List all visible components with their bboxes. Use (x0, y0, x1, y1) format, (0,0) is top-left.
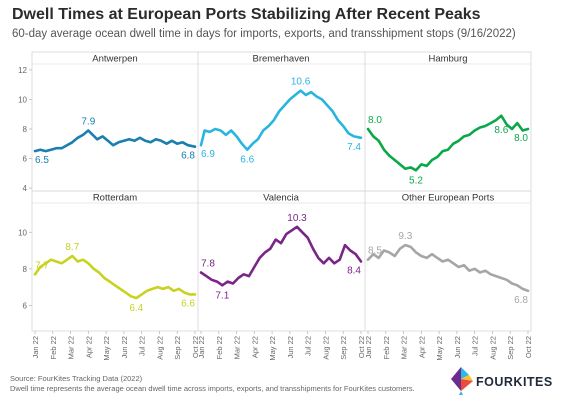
series-line-valencia (199, 225, 363, 287)
x-tick-label: Jan 22 (197, 336, 206, 359)
data-label: 6.5 (35, 155, 49, 166)
x-tick-label: Apr 22 (417, 336, 426, 358)
page-title: Dwell Times at European Ports Stabilizin… (12, 6, 481, 23)
data-label: 8.4 (347, 266, 361, 277)
footnote: Dwell time represents the average ocean … (10, 384, 415, 393)
panel-title: Valencia (263, 193, 299, 204)
data-label: 8.6 (494, 125, 508, 136)
panel-title: Other European Ports (402, 193, 495, 204)
source-note: Source: FourKites Tracking Data (2022) (10, 374, 143, 383)
data-label: 7.9 (81, 116, 95, 127)
x-tick-label: Jul 22 (138, 336, 147, 356)
x-tick-label: Jan 22 (31, 336, 40, 359)
panel-row-frame (31, 190, 532, 332)
series-line-bremerhaven (199, 89, 363, 151)
data-label: 7.4 (347, 142, 361, 153)
data-label: 8.5 (368, 246, 382, 257)
x-tick-label: May 22 (435, 336, 444, 361)
x-tick-label: Jul 22 (471, 336, 480, 356)
x-tick-label: Jun 22 (120, 336, 129, 359)
x-tick-label: Feb 22 (382, 336, 391, 359)
data-label: 8.7 (65, 242, 79, 253)
panel-title: Bremerhaven (252, 54, 309, 65)
y-tick-label: 10 (18, 228, 27, 237)
x-tick-label: Sep 22 (506, 336, 515, 360)
panel-title: Antwerpen (92, 54, 137, 65)
data-label: 5.2 (409, 175, 423, 186)
y-tick-label: 12 (18, 66, 27, 75)
series-line-antwerpen (33, 129, 197, 153)
data-label: 6.6 (181, 298, 195, 309)
x-tick-label: May 22 (102, 336, 111, 361)
data-label: 7.1 (215, 290, 229, 301)
x-tick-label: Feb 22 (215, 336, 224, 359)
x-tick-label: Apr 22 (84, 336, 93, 358)
y-tick-label: 6 (23, 301, 28, 310)
data-label: 10.6 (291, 77, 311, 88)
x-tick-label: Aug 22 (321, 336, 330, 360)
panel-title: Rotterdam (93, 193, 137, 204)
data-label: 9.3 (398, 231, 412, 242)
y-tick-label: 8 (23, 125, 28, 134)
y-tick-label: 4 (23, 184, 28, 193)
fourkites-kite-logo-icon (451, 367, 473, 395)
panel-title: Hamburg (428, 54, 467, 65)
x-tick-label: Jan 22 (364, 336, 373, 359)
data-label: 8.0 (368, 115, 382, 126)
y-tick-label: 10 (18, 95, 27, 104)
panel-row-frame (31, 51, 532, 192)
x-tick-label: Mar 22 (233, 336, 242, 359)
data-label: 6.9 (201, 149, 215, 160)
data-label: 6.8 (514, 295, 528, 306)
series-line-other-european-ports (366, 243, 530, 293)
logo-text: FOURKITES (476, 375, 553, 389)
x-tick-label: Apr 22 (250, 336, 259, 358)
x-tick-label: Sep 22 (339, 336, 348, 360)
x-tick-label: Oct 22 (191, 336, 200, 358)
series-line-hamburg (366, 114, 530, 172)
x-tick-label: Feb 22 (49, 336, 58, 359)
x-tick-label: Mar 22 (67, 336, 76, 359)
x-tick-label: Oct 22 (524, 336, 533, 358)
page-subtitle: 60-day average ocean dwell time in days … (12, 28, 516, 40)
x-tick-label: Aug 22 (488, 336, 497, 360)
y-tick-label: 8 (23, 265, 28, 274)
x-tick-label: Jun 22 (286, 336, 295, 359)
x-tick-label: Aug 22 (155, 336, 164, 360)
x-tick-label: Sep 22 (173, 336, 182, 360)
x-tick-label: Mar 22 (400, 336, 409, 359)
data-label: 6.4 (129, 303, 143, 314)
data-label: 7.8 (201, 258, 215, 269)
data-label: 7.7 (35, 260, 49, 271)
fourkites-logo: FOURKITES (448, 366, 566, 396)
y-tick-label: 6 (23, 155, 28, 164)
data-label: 6.8 (181, 151, 195, 162)
x-tick-label: Jul 22 (304, 336, 313, 356)
x-tick-label: Oct 22 (357, 336, 366, 358)
x-tick-label: Jun 22 (453, 336, 462, 359)
series-line-rotterdam (33, 254, 197, 300)
data-label: 8.0 (514, 133, 528, 144)
x-tick-label: May 22 (268, 336, 277, 361)
data-label: 6.6 (240, 155, 254, 166)
data-label: 10.3 (287, 213, 307, 224)
